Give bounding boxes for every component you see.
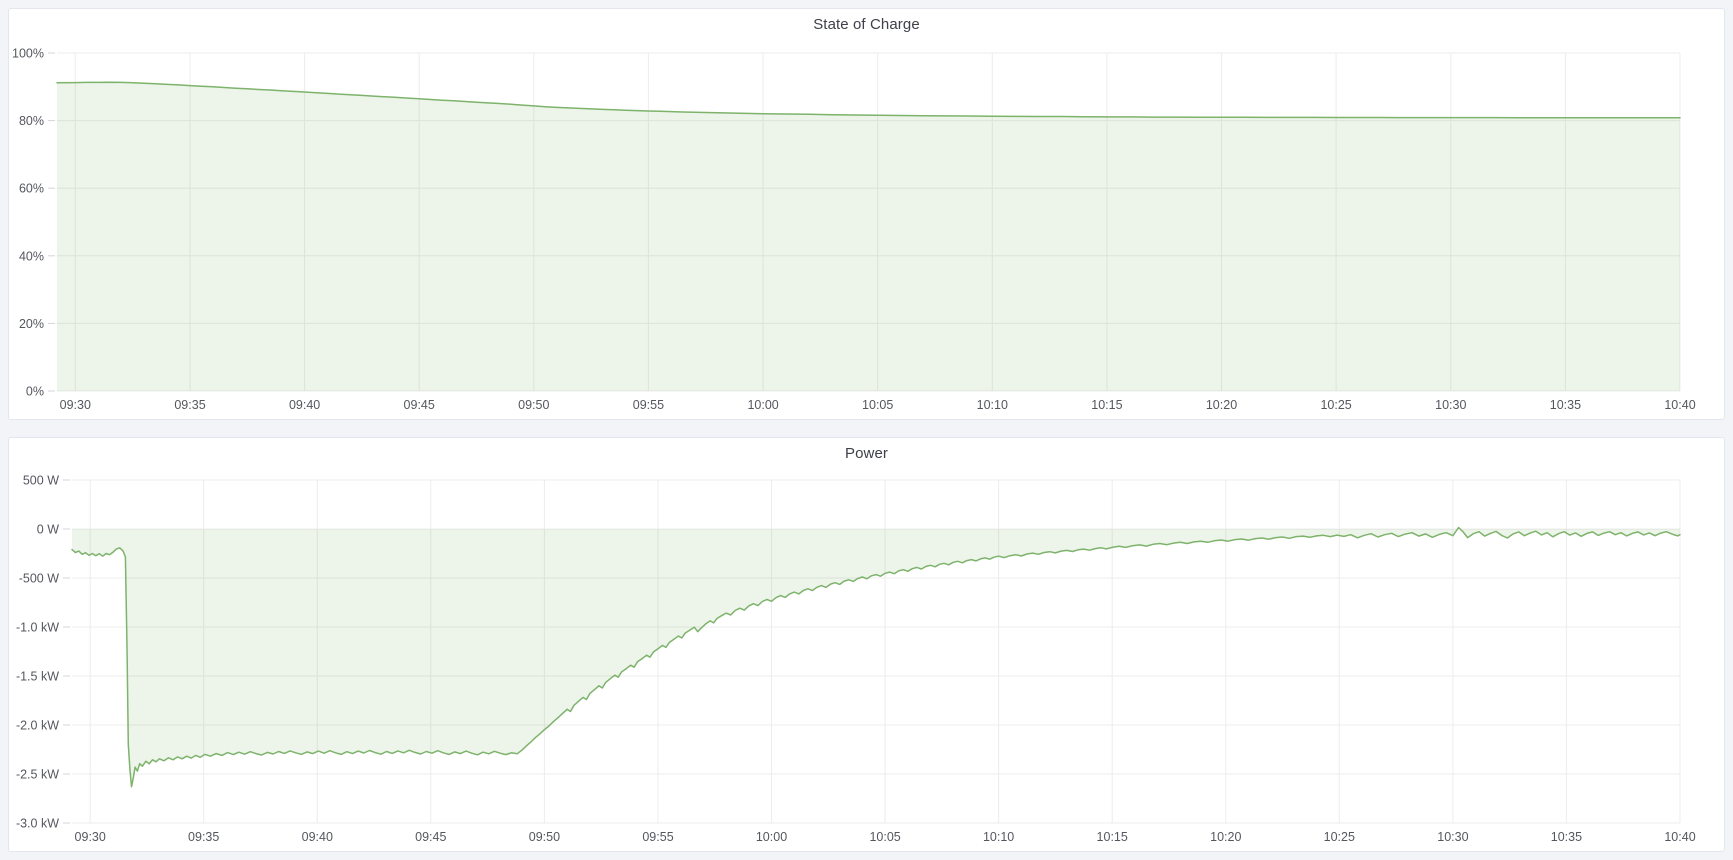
x-axis-tick-label: 10:10 — [977, 398, 1008, 412]
y-axis-tick-label: 80% — [19, 114, 44, 128]
x-axis-tick-label: 10:05 — [869, 830, 900, 844]
x-axis-tick-label: 10:40 — [1664, 830, 1695, 844]
y-axis-tick-label: -3.0 kW — [16, 817, 59, 831]
x-axis-tick-label: 09:45 — [404, 398, 435, 412]
y-axis-tick-label: 60% — [19, 182, 44, 196]
panel-title-power[interactable]: Power — [844, 444, 889, 462]
panel-power: Power 09:30 09:35 09:40 09:45 09:50 09:55 10:0… — [8, 437, 1725, 852]
y-axis-tick-label: -1.0 kW — [16, 621, 59, 635]
x-axis-tick-label: 09:55 — [633, 398, 664, 412]
x-axis-tick-label: 10:00 — [747, 398, 778, 412]
x-axis-tick-label: 10:35 — [1551, 830, 1582, 844]
y-axis-tick-label: -2.5 kW — [16, 768, 59, 782]
x-axis-tick-label: 10:15 — [1097, 830, 1128, 844]
x-axis-tick-label: 09:40 — [289, 398, 320, 412]
y-axis-tick-label: -500 W — [19, 572, 59, 586]
x-axis-tick-label: 09:35 — [188, 830, 219, 844]
x-axis-tick-label: 09:50 — [529, 830, 560, 844]
x-axis-tick-label: 09:35 — [174, 398, 205, 412]
series-line — [56, 81, 1681, 119]
x-axis-tick-label: 10:20 — [1206, 398, 1237, 412]
x-axis-tick-label: 10:40 — [1664, 398, 1695, 412]
x-axis-tick-label: 10:15 — [1091, 398, 1122, 412]
power-chart[interactable]: 09:30 09:35 09:40 09:45 09:50 09:55 10:00 10:05… — [9, 468, 1724, 851]
series-area-fill — [72, 527, 1680, 787]
y-axis-tick-label: -1.5 kW — [16, 670, 59, 684]
x-axis-tick-label: 10:30 — [1437, 830, 1468, 844]
y-axis-tick-label: 0 W — [37, 523, 59, 537]
y-axis-tick-label: 0% — [26, 385, 44, 399]
y-axis-tick-label: 40% — [19, 249, 44, 263]
series-area-fill — [57, 82, 1680, 391]
x-axis-tick-label: 10:00 — [756, 830, 787, 844]
x-axis-tick-label: 09:40 — [302, 830, 333, 844]
y-axis-tick-label: 500 W — [23, 474, 59, 488]
y-axis-tick-label: 100% — [12, 47, 44, 61]
x-axis-tick-label: 10:05 — [862, 398, 893, 412]
x-axis-tick-label: 09:30 — [60, 398, 91, 412]
x-axis-tick-label: 09:30 — [75, 830, 106, 844]
x-axis-tick-label: 10:10 — [983, 830, 1014, 844]
x-axis-tick-label: 09:45 — [415, 830, 446, 844]
y-axis-tick-label: -2.0 kW — [16, 719, 59, 733]
panel-state-of-charge: State of Charge 09:30 09:35 09:40 09:45 09:5… — [8, 8, 1725, 420]
x-axis-tick-label: 10:35 — [1550, 398, 1581, 412]
x-axis-tick-label: 09:55 — [642, 830, 673, 844]
series-line — [71, 526, 1681, 788]
x-axis-tick-label: 10:25 — [1324, 830, 1355, 844]
y-axis-tick-label: 20% — [19, 317, 44, 331]
x-axis-tick-label: 10:25 — [1320, 398, 1351, 412]
x-axis-tick-label: 10:20 — [1210, 830, 1241, 844]
x-axis-tick-label: 09:50 — [518, 398, 549, 412]
panel-title-state-of-charge[interactable]: State of Charge — [813, 15, 920, 33]
x-axis-tick-label: 10:30 — [1435, 398, 1466, 412]
soc-chart[interactable]: 09:30 09:35 09:40 09:45 09:50 09:55 10:00 10:05… — [9, 39, 1724, 419]
